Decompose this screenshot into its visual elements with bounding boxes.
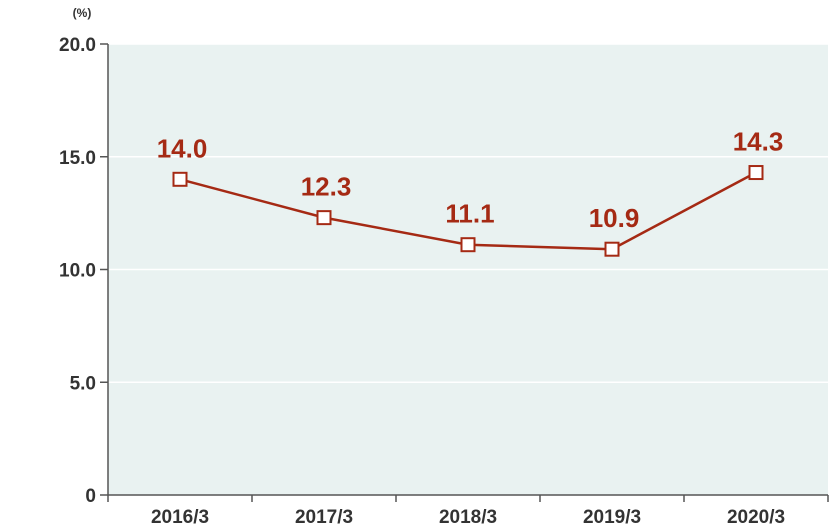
data-point-marker	[460, 237, 476, 253]
y-tick-label: 20.0	[59, 35, 96, 56]
data-point-marker	[172, 171, 188, 187]
data-value-label: 14.0	[157, 133, 208, 163]
data-value-label: 10.9	[589, 203, 640, 233]
y-tick-label: 10.0	[59, 261, 96, 282]
y-tick-label: 0	[85, 486, 96, 507]
x-tick-label: 2017/3	[295, 507, 353, 528]
data-value-label: 11.1	[445, 199, 494, 229]
y-tick-label: 5.0	[70, 373, 96, 394]
data-point-marker	[604, 241, 620, 257]
y-unit-label: (%)	[73, 6, 92, 20]
x-tick-label: 2016/3	[151, 507, 209, 528]
x-tick-label: 2020/3	[727, 507, 785, 528]
x-tick-label: 2018/3	[439, 507, 497, 528]
x-tick-labels: 2016/3 2017/3 2018/3 2019/3 2020/3	[107, 495, 829, 528]
x-tick-label: 2019/3	[583, 507, 641, 528]
data-point-marker	[316, 210, 332, 226]
y-tick-labels: 0 5.0 10.0 15.0 20.0	[59, 35, 108, 507]
grid-lines	[108, 43, 828, 383]
y-tick-label: 15.0	[59, 148, 96, 169]
data-markers	[172, 165, 764, 257]
data-value-label: 12.3	[301, 172, 352, 202]
data-point-marker	[748, 165, 764, 181]
data-labels: 14.0 12.3 11.1 10.9 14.3	[157, 127, 784, 234]
data-value-label: 14.3	[733, 127, 784, 157]
